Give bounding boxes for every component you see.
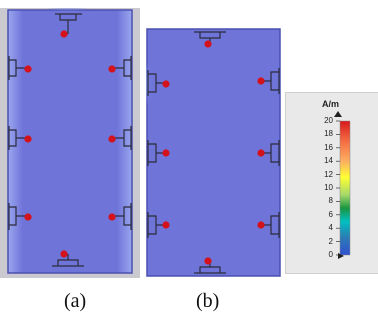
- port-marker: [257, 149, 265, 157]
- port-marker: [60, 250, 68, 258]
- caption-b: (b): [196, 290, 220, 312]
- panel-b-hotspot: [146, 50, 176, 118]
- legend-unit: A/m: [322, 99, 340, 109]
- panel-b-field-map: [146, 28, 281, 277]
- panel-a-side-stubs: [8, 56, 132, 267]
- legend-min-arrow: [338, 253, 344, 259]
- port-marker: [108, 135, 116, 143]
- legend-tick-label: 12: [324, 169, 333, 179]
- panel-b-ports: [162, 40, 265, 265]
- port-marker: [257, 221, 265, 229]
- port-marker: [108, 213, 116, 221]
- legend-tick-label: 18: [324, 129, 333, 139]
- legend-tick-label: 8: [328, 196, 333, 206]
- port-marker: [60, 30, 68, 38]
- legend-tick-label: 16: [324, 142, 333, 152]
- legend-colorbar: [334, 111, 351, 259]
- port-marker: [204, 40, 212, 48]
- port-marker: [257, 77, 265, 85]
- port-marker: [162, 221, 170, 229]
- panel-a-ports: [24, 30, 116, 258]
- legend-max-arrow: [334, 111, 342, 117]
- port-marker: [24, 65, 32, 73]
- legend-tick-label: 10: [324, 183, 333, 192]
- panel-a: [0, 8, 140, 278]
- port-marker: [162, 149, 170, 157]
- legend-tick-label: 6: [328, 209, 333, 219]
- port-marker: [204, 257, 212, 265]
- legend-tick-label: 2: [328, 236, 333, 246]
- panel-a-field-map: [0, 8, 140, 278]
- legend-tick-label: 20: [324, 116, 333, 125]
- port-marker: [24, 213, 32, 221]
- port-marker: [108, 65, 116, 73]
- legend-tick-label: 4: [328, 223, 333, 233]
- panel-b: [146, 28, 282, 278]
- caption-a: (a): [64, 290, 87, 312]
- legend-tick-label: 0: [328, 250, 333, 259]
- color-legend: A/m 20 18 16 14 12 10 8 6 4 2 0: [285, 92, 378, 274]
- panel-a-feed-top: [55, 13, 82, 34]
- port-marker: [24, 135, 32, 143]
- legend-tick-label: 14: [324, 156, 333, 166]
- port-marker: [162, 80, 170, 88]
